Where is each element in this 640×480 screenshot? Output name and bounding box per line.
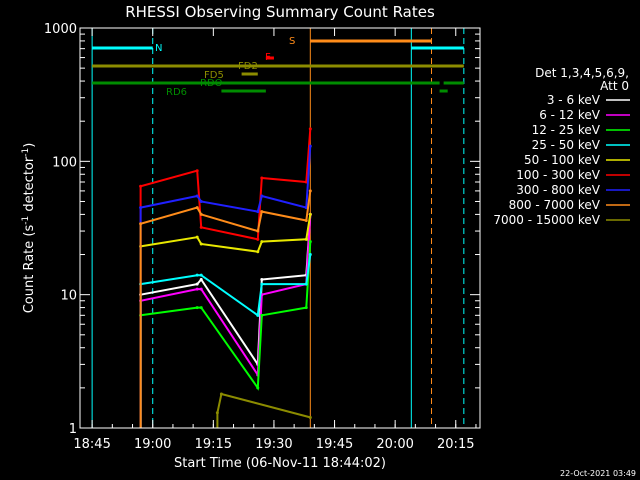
data-point <box>308 415 312 419</box>
x-tick-label: 18:45 <box>73 437 110 452</box>
flag-label-rdo: RDO <box>200 78 223 89</box>
data-point <box>308 127 312 131</box>
data-point <box>139 222 143 226</box>
data-point <box>199 212 203 216</box>
x-tick-label: 19:00 <box>134 437 171 452</box>
data-point <box>260 240 264 244</box>
data-point <box>195 282 199 286</box>
data-point <box>256 313 260 317</box>
data-point <box>195 194 199 198</box>
footer-timestamp: 22-Oct-2021 03:49 <box>560 469 636 478</box>
data-point <box>195 273 199 277</box>
data-point <box>256 237 260 241</box>
data-point <box>199 199 203 203</box>
data-point <box>308 189 312 193</box>
data-point <box>260 313 264 317</box>
series-line <box>139 214 312 428</box>
flag-label-s: S <box>289 36 295 47</box>
data-point <box>304 218 308 222</box>
y-axis: 1 10 100 1000 <box>44 22 480 437</box>
chart-title: RHESSI Observing Summary Count Rates <box>125 3 435 21</box>
data-point <box>260 176 264 180</box>
data-point <box>256 386 260 390</box>
x-tick-label: 20:00 <box>376 437 413 452</box>
data-point <box>304 306 308 310</box>
y-tick-label: 1000 <box>44 22 77 37</box>
data-point <box>308 144 312 148</box>
legend-entry-label: 50 - 100 keV <box>524 153 601 167</box>
legend-entry-label: 100 - 300 keV <box>516 168 600 182</box>
data-point <box>199 242 203 246</box>
legend-header-detectors: Det 1,3,4,5,6,9, <box>535 66 629 80</box>
data-point <box>139 184 143 188</box>
series-line <box>139 214 312 428</box>
data-point <box>308 212 312 216</box>
flag-label-fd2: FD2 <box>238 61 258 72</box>
x-axis-label: Start Time (06-Nov-11 18:44:02) <box>174 456 386 471</box>
data-point <box>256 210 260 214</box>
data-point <box>199 277 203 281</box>
data-point <box>260 210 264 214</box>
series-line <box>139 190 312 428</box>
y-tick-label: 100 <box>52 155 77 170</box>
series-line <box>216 392 311 428</box>
y-axis-label: Count Rate (s-1 detector-1) <box>21 143 37 314</box>
data-point <box>195 169 199 173</box>
data-point <box>139 206 143 210</box>
plot-frame <box>79 27 481 429</box>
legend-entry-label: 6 - 12 keV <box>539 108 601 122</box>
y-tick-label: 10 <box>60 289 77 304</box>
data-point <box>199 287 203 291</box>
x-tick-label: 19:30 <box>255 437 292 452</box>
series-line <box>139 128 312 428</box>
legend-entry-label: 300 - 800 keV <box>516 183 600 197</box>
x-tick-label: 20:15 <box>437 437 474 452</box>
legend-entry-label: 25 - 50 keV <box>532 138 601 152</box>
flag-label-rd6: RD6 <box>166 87 187 98</box>
legend-header-attenuator: Att 0 <box>600 79 629 93</box>
legend-entry-label: 800 - 7000 keV <box>509 198 601 212</box>
data-point <box>195 235 199 239</box>
legend-entry-label: 12 - 25 keV <box>532 123 601 137</box>
data-point <box>195 306 199 310</box>
data-point <box>260 277 264 281</box>
data-point <box>199 225 203 229</box>
data-point <box>260 282 264 286</box>
data-point <box>260 194 264 198</box>
series-line <box>139 214 312 428</box>
flag-label-n: N <box>155 43 162 54</box>
data-point <box>215 411 219 415</box>
data-point <box>304 282 308 286</box>
flag-label-fd5: FD5 <box>204 70 224 81</box>
data-point <box>195 206 199 210</box>
x-tick-label: 19:15 <box>195 437 232 452</box>
data-point <box>308 253 312 257</box>
legend-entry-label: 3 - 6 keV <box>547 93 601 107</box>
data-point <box>199 273 203 277</box>
y-tick-label: 1 <box>69 422 77 437</box>
x-axis: 18:45 19:00 19:15 19:30 19:45 20:00 20:15 <box>73 28 477 452</box>
data-point <box>195 287 199 291</box>
data-point <box>308 240 312 244</box>
x-tick-label: 19:45 <box>316 437 353 452</box>
series-line <box>139 146 312 428</box>
legend-entry-label: 7000 - 15000 keV <box>493 213 600 227</box>
data-point <box>256 229 260 233</box>
data-point <box>304 237 308 241</box>
data-point <box>199 306 203 310</box>
series-line <box>139 254 312 428</box>
series-line <box>139 241 312 428</box>
flag-label-f: F <box>265 52 271 63</box>
data-point <box>219 392 223 396</box>
data-point <box>256 250 260 254</box>
